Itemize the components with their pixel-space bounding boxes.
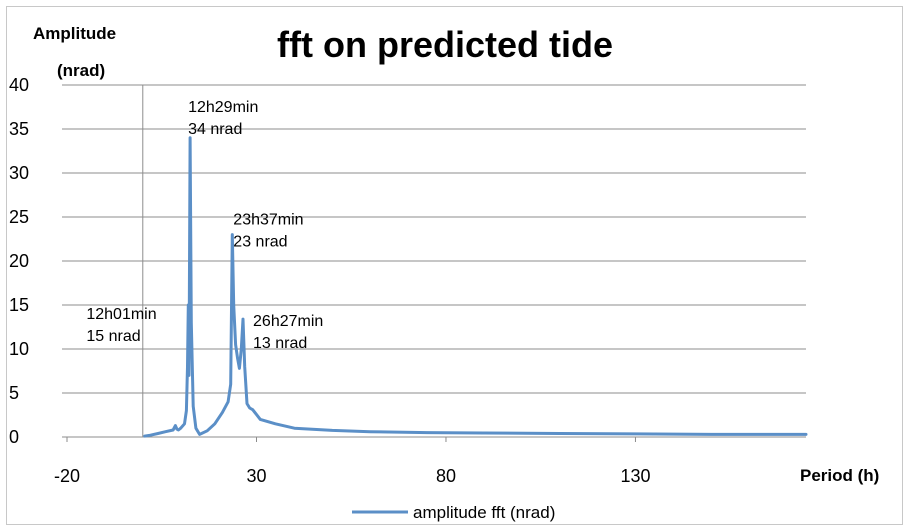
- y-axis-title-line-1: Amplitude: [33, 24, 116, 43]
- x-tick-label: -20: [54, 466, 80, 486]
- y-tick-label: 40: [9, 75, 29, 95]
- legend-label: amplitude fft (nrad): [413, 503, 555, 522]
- annotation-amplitude: 23 nrad: [233, 234, 287, 251]
- x-tick-label: 130: [620, 466, 650, 486]
- gridlines: [67, 84, 806, 394]
- y-tick-label: 5: [9, 383, 19, 403]
- annotation-amplitude: 13 nrad: [253, 335, 307, 352]
- annotation-period: 12h01min: [86, 306, 156, 323]
- labels: 0 5 10 15 20 25 30 35 40 -20 30 80 130 12h29min 34 nra…: [9, 75, 650, 486]
- x-tick-label: 30: [246, 466, 266, 486]
- chart-title: fft on predicted tide: [277, 24, 613, 65]
- annotation-period: 26h27min: [253, 313, 323, 330]
- y-tick-label: 15: [9, 295, 29, 315]
- series-line-0: [143, 136, 808, 438]
- y-tick-label: 20: [9, 251, 29, 271]
- y-tick-label: 10: [9, 339, 29, 359]
- annotation-amplitude: 34 nrad: [188, 121, 242, 138]
- annotation-amplitude: 15 nrad: [86, 328, 140, 345]
- y-axis-title-line-2: (nrad): [57, 61, 105, 80]
- chart-frame: [6, 6, 903, 525]
- y-tick-label: 35: [9, 119, 29, 139]
- series-layer: [143, 136, 808, 438]
- annotation-period: 12h29min: [188, 99, 258, 116]
- axes: [62, 84, 806, 442]
- y-tick-label: 25: [9, 207, 29, 227]
- annotation-period: 23h37min: [233, 212, 303, 229]
- y-tick-label: 0: [9, 427, 19, 447]
- y-tick-label: 30: [9, 163, 29, 183]
- x-axis-title: Period (h): [800, 466, 879, 485]
- x-tick-label: 80: [436, 466, 456, 486]
